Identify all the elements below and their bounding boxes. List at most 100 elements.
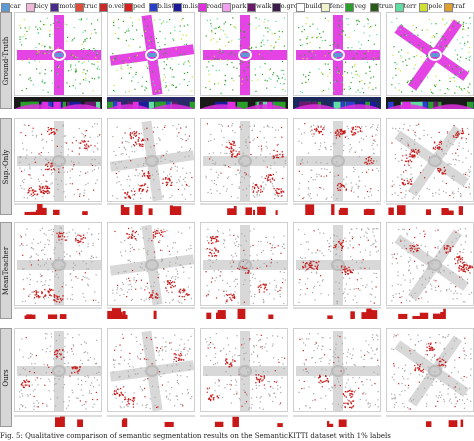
point <box>117 272 120 274</box>
point <box>270 249 272 252</box>
point <box>71 142 74 144</box>
point <box>371 281 373 283</box>
point <box>56 397 58 399</box>
error-point <box>229 296 231 299</box>
point <box>409 257 411 259</box>
point <box>51 139 53 142</box>
point <box>82 260 84 262</box>
point <box>169 68 172 70</box>
point <box>317 345 320 347</box>
point <box>400 191 402 194</box>
point <box>80 18 83 20</box>
point <box>397 194 399 197</box>
point <box>449 29 451 31</box>
point <box>391 300 393 302</box>
point <box>266 265 268 267</box>
point <box>352 236 354 239</box>
point <box>344 300 346 302</box>
point <box>403 406 405 408</box>
point <box>316 173 318 175</box>
error-point <box>471 265 473 267</box>
point <box>301 173 303 176</box>
point <box>128 284 130 286</box>
point <box>444 353 447 355</box>
point <box>165 52 167 54</box>
error-point <box>461 132 464 135</box>
point <box>32 84 35 86</box>
point <box>153 196 155 199</box>
bev-scan-svg <box>17 15 101 95</box>
point <box>415 362 418 364</box>
point <box>146 337 148 339</box>
point <box>66 36 69 38</box>
point <box>454 367 456 369</box>
point <box>284 78 286 80</box>
range-view-svg <box>200 415 288 427</box>
point <box>445 182 447 185</box>
range-image-bg <box>14 307 102 319</box>
point <box>181 302 183 304</box>
point <box>128 57 130 59</box>
error-point <box>133 130 135 133</box>
point <box>335 57 337 59</box>
error-point <box>468 266 470 269</box>
point <box>113 366 116 368</box>
error-point <box>43 192 45 195</box>
error-point <box>166 283 169 285</box>
point <box>187 389 189 391</box>
error-point <box>370 157 373 160</box>
point <box>217 362 219 364</box>
point <box>210 140 212 142</box>
point <box>210 168 212 171</box>
point <box>283 357 286 359</box>
point <box>372 350 374 352</box>
point <box>21 44 23 46</box>
point <box>214 162 217 164</box>
error-point <box>147 176 150 178</box>
error-point <box>263 284 266 286</box>
point <box>270 262 272 264</box>
point <box>225 371 227 373</box>
point <box>166 245 169 247</box>
point <box>92 90 94 92</box>
point <box>456 148 459 150</box>
point <box>342 405 344 407</box>
point <box>120 67 122 69</box>
point <box>303 380 305 383</box>
point <box>129 352 131 355</box>
point <box>279 36 281 38</box>
point <box>171 58 173 60</box>
error-point <box>261 380 263 382</box>
point <box>185 43 188 45</box>
point <box>125 39 127 42</box>
point <box>444 347 446 350</box>
range-error <box>432 313 443 319</box>
error-point <box>213 255 216 257</box>
point <box>37 32 39 35</box>
bev-scan-panel <box>107 12 195 96</box>
error-point <box>308 264 310 266</box>
point <box>278 38 280 41</box>
point <box>244 264 246 266</box>
point <box>126 179 128 181</box>
point <box>260 346 262 348</box>
point <box>321 336 323 339</box>
point <box>206 123 209 125</box>
error-point <box>124 398 126 401</box>
error-point <box>411 154 414 156</box>
point <box>376 167 378 170</box>
point <box>369 251 371 253</box>
point <box>264 346 266 348</box>
error-point <box>142 139 144 142</box>
point <box>441 150 443 152</box>
point <box>71 286 73 289</box>
error-point <box>233 141 235 143</box>
point <box>48 378 50 380</box>
point <box>352 299 354 301</box>
point <box>254 277 256 280</box>
point <box>58 171 60 173</box>
point <box>281 356 283 359</box>
point <box>225 290 227 292</box>
point <box>425 353 427 356</box>
point <box>310 130 312 132</box>
